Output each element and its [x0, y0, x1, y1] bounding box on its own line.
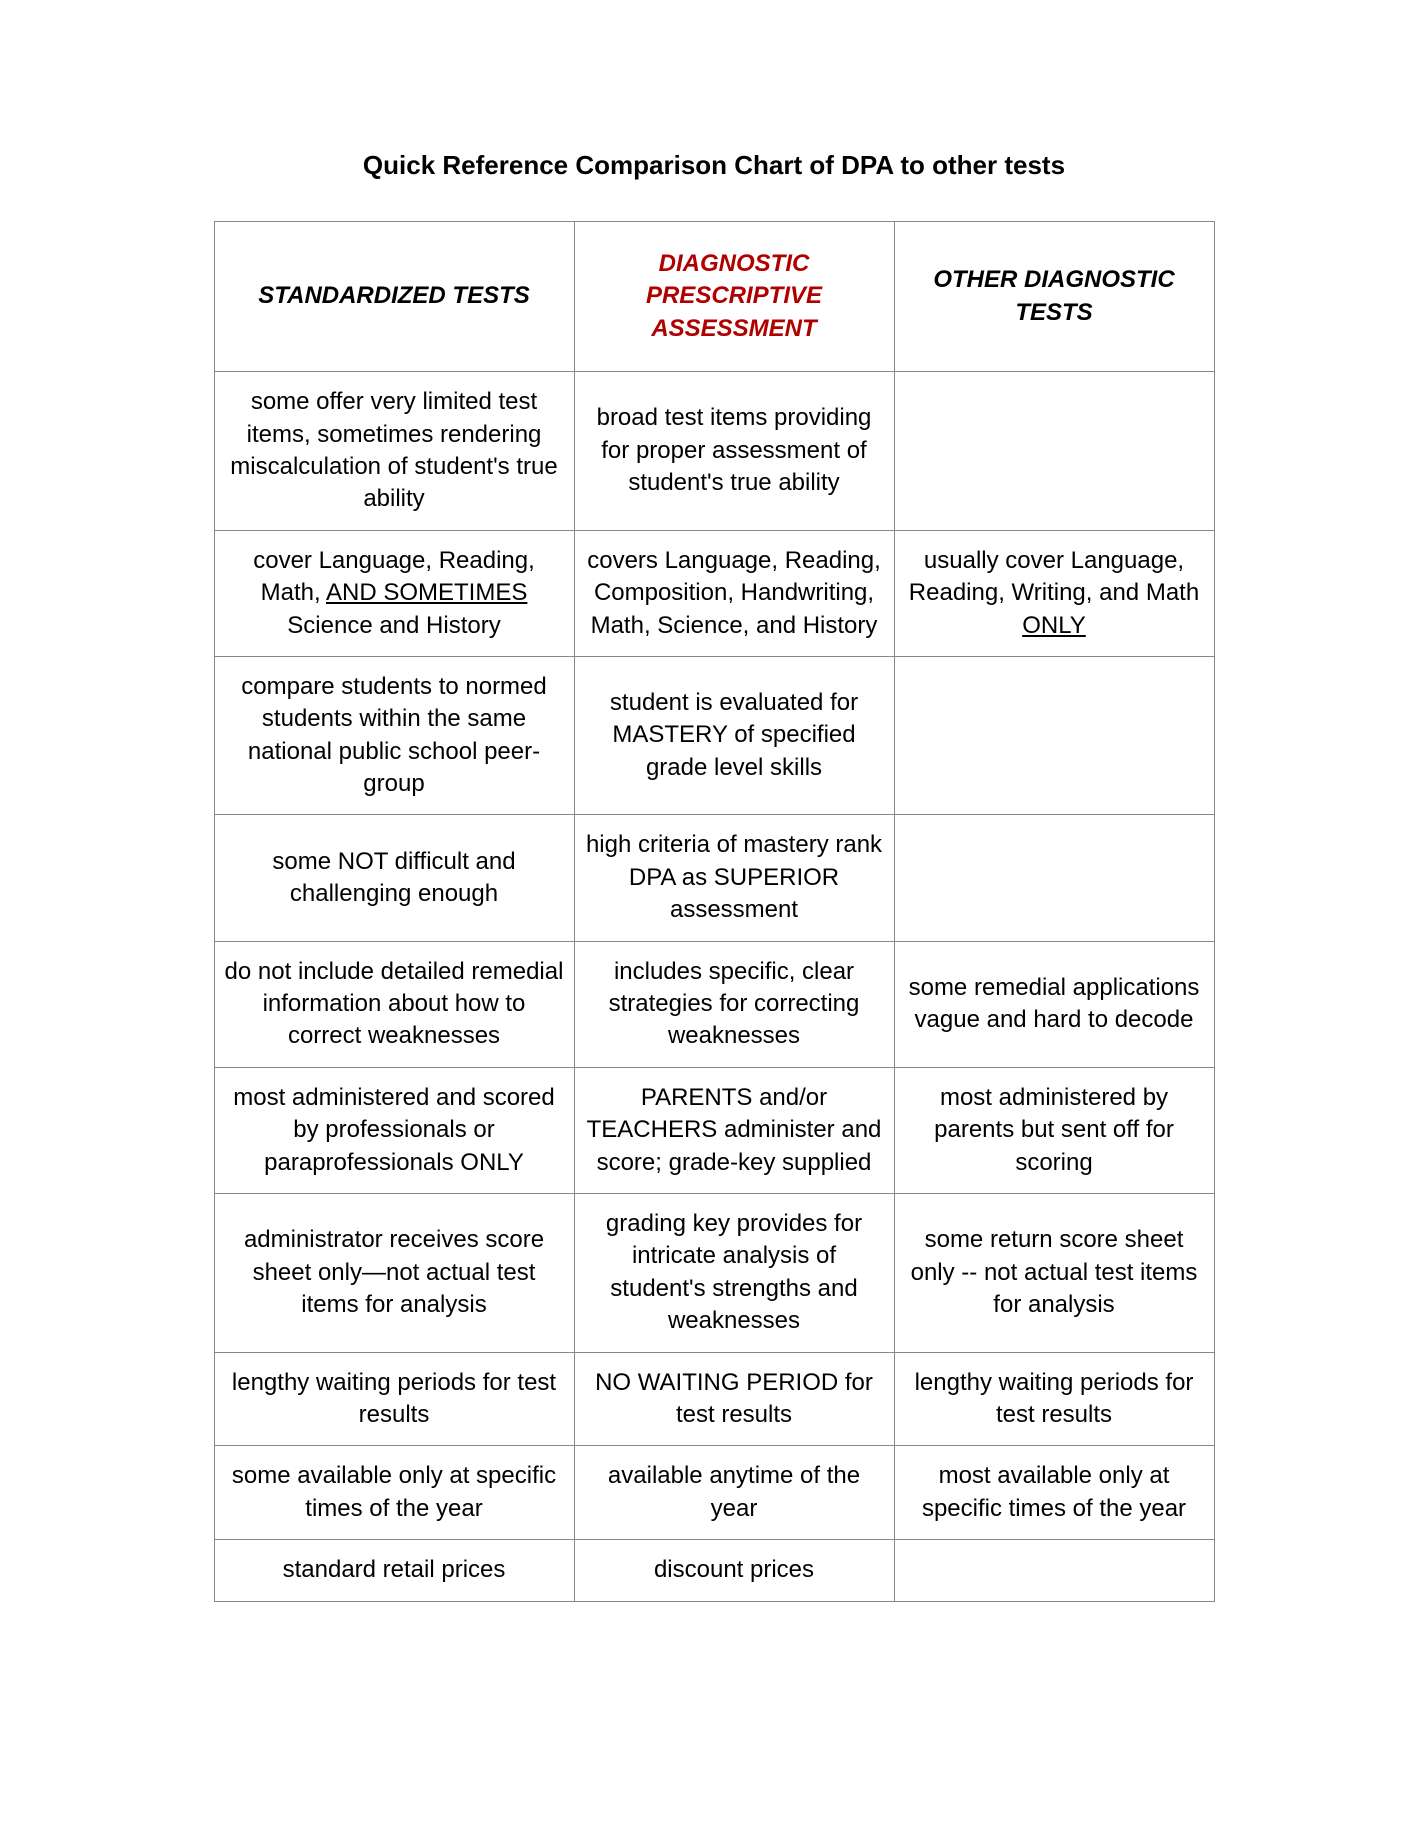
table-row: some NOT difficult and challenging enoug… — [214, 815, 1214, 941]
table-cell-a: compare students to normed students with… — [214, 656, 574, 815]
table-cell-b: PARENTS and/or TEACHERS administer and s… — [574, 1067, 894, 1193]
column-header-other: OTHER DIAGNOSTIC TESTS — [894, 222, 1214, 372]
table-row: do not include detailed remedial informa… — [214, 941, 1214, 1067]
table-cell-b: grading key provides for intricate analy… — [574, 1193, 894, 1352]
table-cell-a: some NOT difficult and challenging enoug… — [214, 815, 574, 941]
column-header-dpa: DIAGNOSTIC PRESCRIPTIVE ASSESSMENT — [574, 222, 894, 372]
table-cell-c: most available only at specific times of… — [894, 1446, 1214, 1540]
table-cell-a: most administered and scored by professi… — [214, 1067, 574, 1193]
table-header-row: STANDARDIZED TESTS DIAGNOSTIC PRESCRIPTI… — [214, 222, 1214, 372]
table-row: some available only at specific times of… — [214, 1446, 1214, 1540]
document-page: Quick Reference Comparison Chart of DPA … — [0, 0, 1428, 1848]
table-cell-a: cover Language, Reading, Math, AND SOMET… — [214, 530, 574, 656]
table-cell-b: available anytime of the year — [574, 1446, 894, 1540]
table-row: lengthy waiting periods for test results… — [214, 1352, 1214, 1446]
table-cell-c: lengthy waiting periods for test results — [894, 1352, 1214, 1446]
table-cell-b: high criteria of mastery rank DPA as SUP… — [574, 815, 894, 941]
table-cell-c: most administered by parents but sent of… — [894, 1067, 1214, 1193]
table-row: some offer very limited test items, some… — [214, 372, 1214, 531]
table-cell-b: includes specific, clear strategies for … — [574, 941, 894, 1067]
table-cell-a: administrator receives score sheet only—… — [214, 1193, 574, 1352]
table-cell-c — [894, 656, 1214, 815]
table-cell-c: some return score sheet only -- not actu… — [894, 1193, 1214, 1352]
page-title: Quick Reference Comparison Chart of DPA … — [130, 150, 1298, 181]
table-cell-b: broad test items providing for proper as… — [574, 372, 894, 531]
table-cell-b: covers Language, Reading, Composition, H… — [574, 530, 894, 656]
table-cell-c — [894, 372, 1214, 531]
table-row: cover Language, Reading, Math, AND SOMET… — [214, 530, 1214, 656]
table-cell-a: do not include detailed remedial informa… — [214, 941, 574, 1067]
table-cell-b: student is evaluated for MASTERY of spec… — [574, 656, 894, 815]
table-cell-c — [894, 1540, 1214, 1601]
table-row: standard retail pricesdiscount prices — [214, 1540, 1214, 1601]
table-row: most administered and scored by professi… — [214, 1067, 1214, 1193]
comparison-table: STANDARDIZED TESTS DIAGNOSTIC PRESCRIPTI… — [214, 221, 1215, 1602]
table-cell-a: standard retail prices — [214, 1540, 574, 1601]
table-row: compare students to normed students with… — [214, 656, 1214, 815]
table-cell-c — [894, 815, 1214, 941]
table-cell-b: discount prices — [574, 1540, 894, 1601]
table-cell-c: some remedial applications vague and har… — [894, 941, 1214, 1067]
table-body: some offer very limited test items, some… — [214, 372, 1214, 1601]
table-cell-a: lengthy waiting periods for test results — [214, 1352, 574, 1446]
table-cell-a: some offer very limited test items, some… — [214, 372, 574, 531]
table-row: administrator receives score sheet only—… — [214, 1193, 1214, 1352]
column-header-standardized: STANDARDIZED TESTS — [214, 222, 574, 372]
table-cell-c: usually cover Language, Reading, Writing… — [894, 530, 1214, 656]
table-cell-a: some available only at specific times of… — [214, 1446, 574, 1540]
table-cell-b: NO WAITING PERIOD for test results — [574, 1352, 894, 1446]
